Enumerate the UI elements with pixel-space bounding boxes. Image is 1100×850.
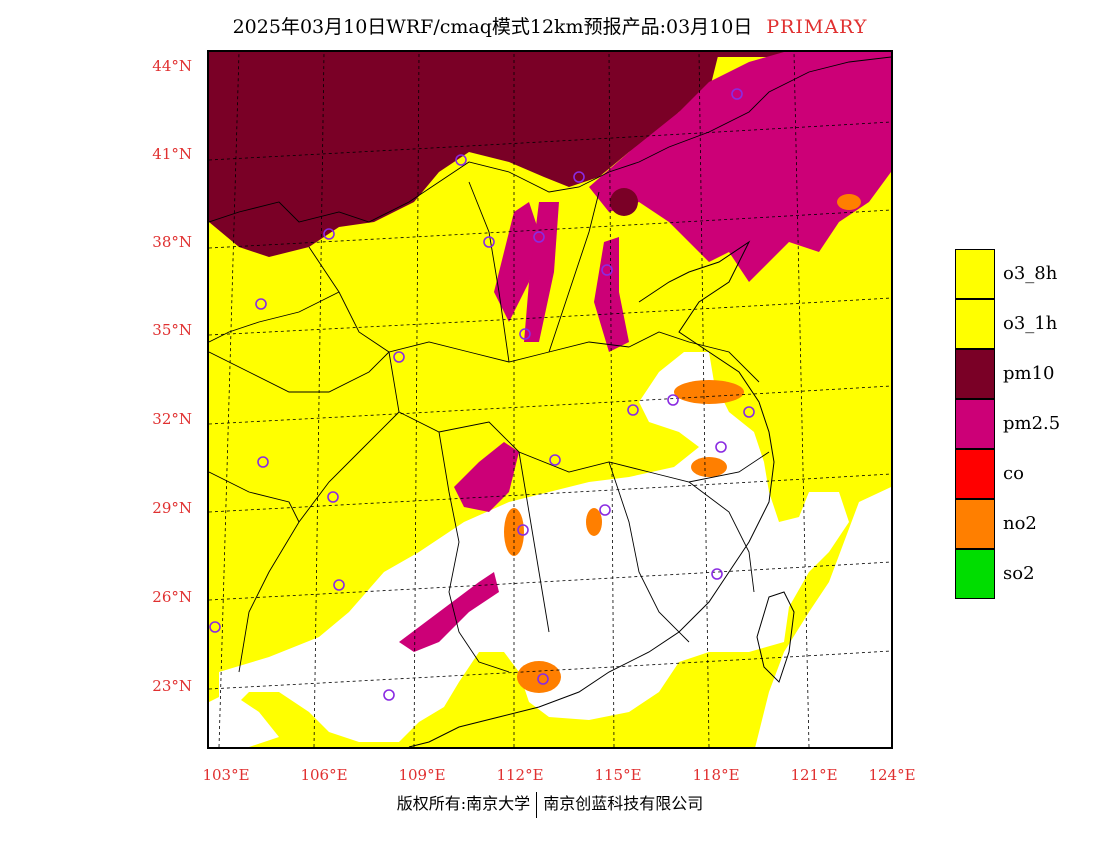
title-primary-tag: PRIMARY [766, 16, 868, 38]
lon-label-118: 118°E [692, 766, 740, 784]
legend-swatch [955, 449, 995, 499]
lat-label-41: 41°N [152, 145, 192, 163]
legend-item-o3-8h: o3_8h [955, 249, 1095, 299]
station-marker [327, 491, 339, 503]
lat-label-29: 29°N [152, 499, 192, 517]
legend-label: no2 [1003, 513, 1037, 534]
station-marker [601, 264, 613, 276]
taiwan-outline [756, 591, 795, 683]
pollutant-map-canvas [209, 52, 891, 747]
legend-label: pm2.5 [1003, 413, 1061, 434]
lon-label-115: 115°E [594, 766, 642, 784]
lat-label-23: 23°N [152, 677, 192, 695]
station-marker [533, 231, 545, 243]
station-marker [573, 171, 585, 183]
coastline [408, 240, 775, 747]
clean-area-south [219, 352, 849, 742]
legend-label: pm10 [1003, 363, 1055, 384]
station-marker [255, 298, 267, 310]
lat-label-38: 38°N [152, 233, 192, 251]
legend-swatch [955, 299, 995, 349]
footer-separator [536, 791, 538, 818]
clean-area-east-sea [755, 487, 891, 747]
legend-swatch [955, 249, 995, 299]
pm25-plume-2 [524, 202, 559, 342]
lat-label-35: 35°N [152, 321, 192, 339]
pm10-strip-top [209, 52, 891, 57]
no2-patch-korea [837, 194, 861, 210]
pm25-region-northeast [589, 52, 891, 282]
lon-label-121: 121°E [790, 766, 838, 784]
no2-patch-nanchang [586, 508, 602, 536]
monitoring-stations [209, 88, 755, 701]
legend-label: so2 [1003, 563, 1035, 584]
legend-swatch [955, 349, 995, 399]
legend-item-so2: so2 [955, 549, 1095, 599]
no2-patch-shanghai [674, 380, 744, 404]
title-text: 2025年03月10日WRF/cmaq模式12km预报产品:03月10日 [232, 16, 753, 38]
pm25-plume-1 [494, 202, 539, 322]
station-marker [599, 504, 611, 516]
copyright-right: 南京创蓝科技有限公司 [543, 794, 704, 813]
latitude-gridlines [209, 121, 891, 690]
legend-item-o3-1h: o3_1h [955, 299, 1095, 349]
pollutant-legend: o3_8h o3_1h pm10 pm2.5 co no2 so2 [955, 249, 1095, 599]
legend-label: co [1003, 463, 1024, 484]
station-marker [257, 456, 269, 468]
station-marker [209, 621, 221, 633]
station-marker [323, 228, 335, 240]
station-marker [667, 394, 679, 406]
station-marker [517, 524, 529, 536]
pollutant-map[interactable] [207, 50, 893, 749]
legend-item-pm25: pm2.5 [955, 399, 1095, 449]
legend-label: o3_8h [1003, 263, 1058, 284]
lat-label-26: 26°N [152, 588, 192, 606]
clean-area-southwest [209, 692, 279, 747]
station-marker [393, 351, 405, 363]
lon-label-103: 103°E [202, 766, 250, 784]
legend-swatch [955, 549, 995, 599]
province-boundaries [209, 56, 891, 673]
station-marker [743, 406, 755, 418]
station-marker [537, 673, 549, 685]
station-marker [711, 568, 723, 580]
station-marker [519, 328, 531, 340]
legend-label: o3_1h [1003, 313, 1058, 334]
legend-item-co: co [955, 449, 1095, 499]
legend-item-no2: no2 [955, 499, 1095, 549]
pm25-central-blob [454, 442, 519, 512]
no2-patch-east [691, 457, 727, 477]
pm10-region-north [209, 52, 719, 257]
pm25-plume-3 [594, 237, 629, 352]
station-marker [483, 236, 495, 248]
station-marker [549, 454, 561, 466]
pm10-spot [610, 188, 638, 216]
no2-patch-central [504, 508, 524, 556]
longitude-gridlines [218, 52, 810, 747]
legend-swatch [955, 399, 995, 449]
map-title: 2025年03月10日WRF/cmaq模式12km预报产品:03月10日 PRIM… [0, 12, 1100, 39]
pm25-south-streak [399, 572, 499, 652]
legend-item-pm10: pm10 [955, 349, 1095, 399]
station-marker [731, 88, 743, 100]
copyright-left: 版权所有:南京大学 [396, 794, 531, 813]
station-marker [383, 689, 395, 701]
station-marker [455, 154, 467, 166]
copyright-footer: 版权所有:南京大学 南京创蓝科技有限公司 [0, 790, 1100, 818]
station-marker [333, 579, 345, 591]
lat-label-44: 44°N [152, 57, 192, 75]
lon-label-109: 109°E [398, 766, 446, 784]
lon-label-106: 106°E [300, 766, 348, 784]
lon-label-112: 112°E [496, 766, 544, 784]
station-marker [627, 404, 639, 416]
legend-swatch [955, 499, 995, 549]
lat-label-32: 32°N [152, 410, 192, 428]
lon-label-124: 124°E [868, 766, 916, 784]
station-marker [715, 441, 727, 453]
